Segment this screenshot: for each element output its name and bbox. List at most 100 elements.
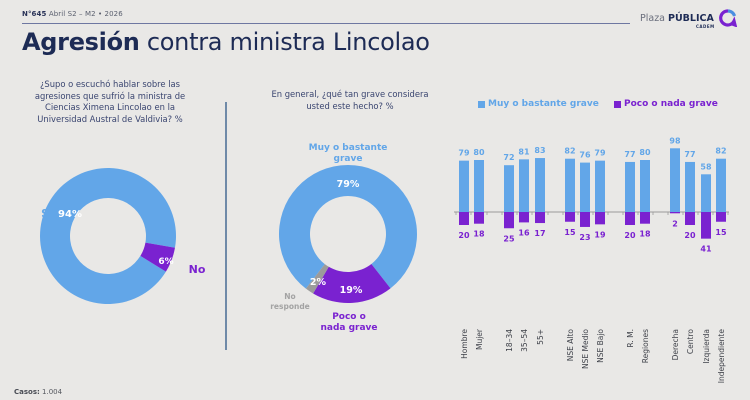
cases-value: 1.004 bbox=[42, 388, 63, 396]
bar-poco-grave-regiones bbox=[640, 212, 650, 224]
donut2-value-poco-grave: 19% bbox=[340, 285, 363, 296]
value-label-muy-grave-izquierda: 58 bbox=[700, 162, 712, 171]
value-label-poco-grave-35-54: 16 bbox=[518, 228, 530, 237]
page-title-light: contra ministra Lincolao bbox=[146, 28, 430, 56]
donut1-slice-si bbox=[39, 167, 177, 304]
value-label-muy-grave-hombre: 79 bbox=[458, 149, 470, 158]
donut1-label-no: No bbox=[189, 263, 206, 276]
brand-cadem: CADEM bbox=[696, 24, 715, 29]
value-label-muy-grave-nse-bajo: 79 bbox=[594, 149, 606, 158]
bar-poco-grave-hombre bbox=[459, 212, 469, 225]
bar-muy-grave-regiones bbox=[640, 160, 650, 212]
bar-muy-grave-nse-alto bbox=[565, 158, 575, 212]
value-label-muy-grave-independiente: 82 bbox=[715, 147, 726, 156]
bar-muy-grave-centro bbox=[685, 161, 695, 212]
value-label-poco-grave-derecha: 2 bbox=[672, 219, 678, 228]
bar-poco-grave-18-34 bbox=[504, 212, 514, 229]
bar-muy-grave-35-54 bbox=[519, 159, 529, 212]
category-label-independiente: Independiente bbox=[717, 329, 726, 384]
donut1-label-si: Sí bbox=[41, 207, 54, 220]
issue-period: Abril S2 – M2 • 2026 bbox=[48, 10, 123, 18]
value-label-muy-grave-nse-alto: 82 bbox=[564, 147, 575, 156]
value-label-poco-grave-mujer: 18 bbox=[473, 230, 485, 239]
donut2-label-no-responde-line1: No bbox=[284, 292, 295, 301]
value-label-muy-grave-nse-medio: 76 bbox=[579, 151, 591, 160]
value-label-muy-grave-regiones: 80 bbox=[639, 148, 651, 157]
category-label-hombre: Hombre bbox=[460, 329, 469, 359]
category-label-mujer: Mujer bbox=[475, 328, 484, 350]
donut2-slice-poco-o-nada-grave bbox=[313, 263, 391, 304]
value-label-poco-grave-izquierda: 41 bbox=[700, 245, 712, 254]
donut2-value-no-responde: 2% bbox=[310, 277, 327, 288]
bar-poco-grave-izquierda bbox=[701, 212, 711, 239]
donut2-label-muy-grave-line1: Muy o bastante bbox=[309, 143, 388, 153]
speech-bubble-logo-icon bbox=[718, 9, 737, 27]
value-label-muy-grave-18-34: 72 bbox=[503, 153, 514, 162]
donut2-slice-muy-o-bastante-grave bbox=[279, 165, 417, 289]
value-label-muy-grave-mujer: 80 bbox=[473, 148, 485, 157]
value-label-poco-grave-nse-alto: 15 bbox=[564, 228, 576, 237]
section-divider bbox=[225, 102, 227, 350]
category-label-nse-medio: NSE Medio bbox=[581, 329, 590, 369]
bar-muy-grave-independiente bbox=[716, 158, 726, 212]
bar-muy-grave-hombre bbox=[459, 160, 469, 212]
value-label-muy-grave-35-54: 81 bbox=[518, 147, 530, 156]
brand-publica: PÚBLICA bbox=[668, 12, 714, 24]
donut2-label-no-responde-line2: responde bbox=[270, 302, 310, 311]
legend-swatch-purple bbox=[614, 100, 621, 108]
bar-muy-grave-55 bbox=[535, 158, 545, 212]
value-label-muy-grave-r-m: 77 bbox=[624, 150, 635, 159]
category-label-nse-bajo: NSE Bajo bbox=[596, 329, 605, 363]
bar-muy-grave-izquierda bbox=[701, 174, 711, 212]
bar-poco-grave-derecha bbox=[670, 212, 680, 214]
legend-swatch-blue bbox=[478, 100, 485, 108]
bar-muy-grave-nse-medio bbox=[580, 162, 590, 212]
bar-poco-grave-centro bbox=[685, 212, 695, 225]
bar-muy-grave-r-m bbox=[625, 161, 635, 212]
value-label-poco-grave-centro: 20 bbox=[684, 231, 696, 240]
brand-logo: Plaza PÚBLICA CADEM bbox=[640, 8, 737, 29]
donut2-label-poco-grave-line1: Poco o bbox=[332, 312, 366, 322]
value-label-poco-grave-55: 17 bbox=[534, 229, 545, 238]
bar-poco-grave-nse-bajo bbox=[595, 212, 605, 225]
category-label-izquierda: Izquierda bbox=[702, 329, 711, 364]
value-label-poco-grave-r-m: 20 bbox=[624, 231, 636, 240]
value-label-poco-grave-hombre: 20 bbox=[458, 231, 470, 240]
page-title: Agresión contra ministra Lincolao bbox=[22, 28, 430, 56]
value-label-muy-grave-centro: 77 bbox=[684, 150, 695, 159]
donut2-label-poco-grave-line2: nada grave bbox=[320, 323, 377, 333]
bar-muy-grave-mujer bbox=[474, 160, 484, 212]
bar-poco-grave-mujer bbox=[474, 212, 484, 224]
bar-poco-grave-independiente bbox=[716, 212, 726, 222]
value-label-poco-grave-independiente: 15 bbox=[715, 228, 727, 237]
donut2-label-muy-grave-line2: grave bbox=[334, 154, 363, 164]
value-label-muy-grave-55: 83 bbox=[534, 146, 545, 155]
bar-poco-grave-nse-alto bbox=[565, 212, 575, 222]
category-label-55: 55+ bbox=[536, 329, 545, 345]
category-label-centro: Centro bbox=[686, 329, 695, 354]
page-title-bold: Agresión bbox=[22, 28, 140, 56]
issue-number: N°645 bbox=[22, 10, 47, 18]
value-label-poco-grave-regiones: 18 bbox=[639, 230, 651, 239]
donut1-value-no: 6% bbox=[158, 257, 173, 267]
legend-item-muy-grave: Muy o bastante grave bbox=[478, 99, 599, 109]
legend-item-poco-grave: Poco o nada grave bbox=[614, 99, 718, 109]
donut2-value-muy-grave: 79% bbox=[337, 179, 360, 190]
brand-plaza: Plaza bbox=[640, 12, 665, 24]
category-label-regiones: Regiones bbox=[641, 329, 650, 363]
bar-muy-grave-derecha bbox=[670, 148, 680, 212]
sample-size: Casos: 1.004 bbox=[14, 388, 62, 396]
value-label-poco-grave-18-34: 25 bbox=[503, 234, 515, 243]
donut1-value-si: 94% bbox=[58, 209, 82, 220]
header-rule bbox=[22, 23, 630, 24]
value-label-muy-grave-derecha: 98 bbox=[669, 136, 681, 145]
legend-label: Muy o bastante grave bbox=[488, 99, 599, 109]
value-label-poco-grave-nse-medio: 23 bbox=[579, 233, 590, 242]
bar-poco-grave-35-54 bbox=[519, 212, 529, 223]
donut2-slice-no-responde bbox=[305, 264, 329, 294]
category-label-derecha: Derecha bbox=[671, 329, 680, 360]
category-label-r-m: R. M. bbox=[626, 329, 635, 348]
category-label-35-54: 35–54 bbox=[520, 329, 529, 352]
bar-muy-grave-18-34 bbox=[504, 165, 514, 212]
